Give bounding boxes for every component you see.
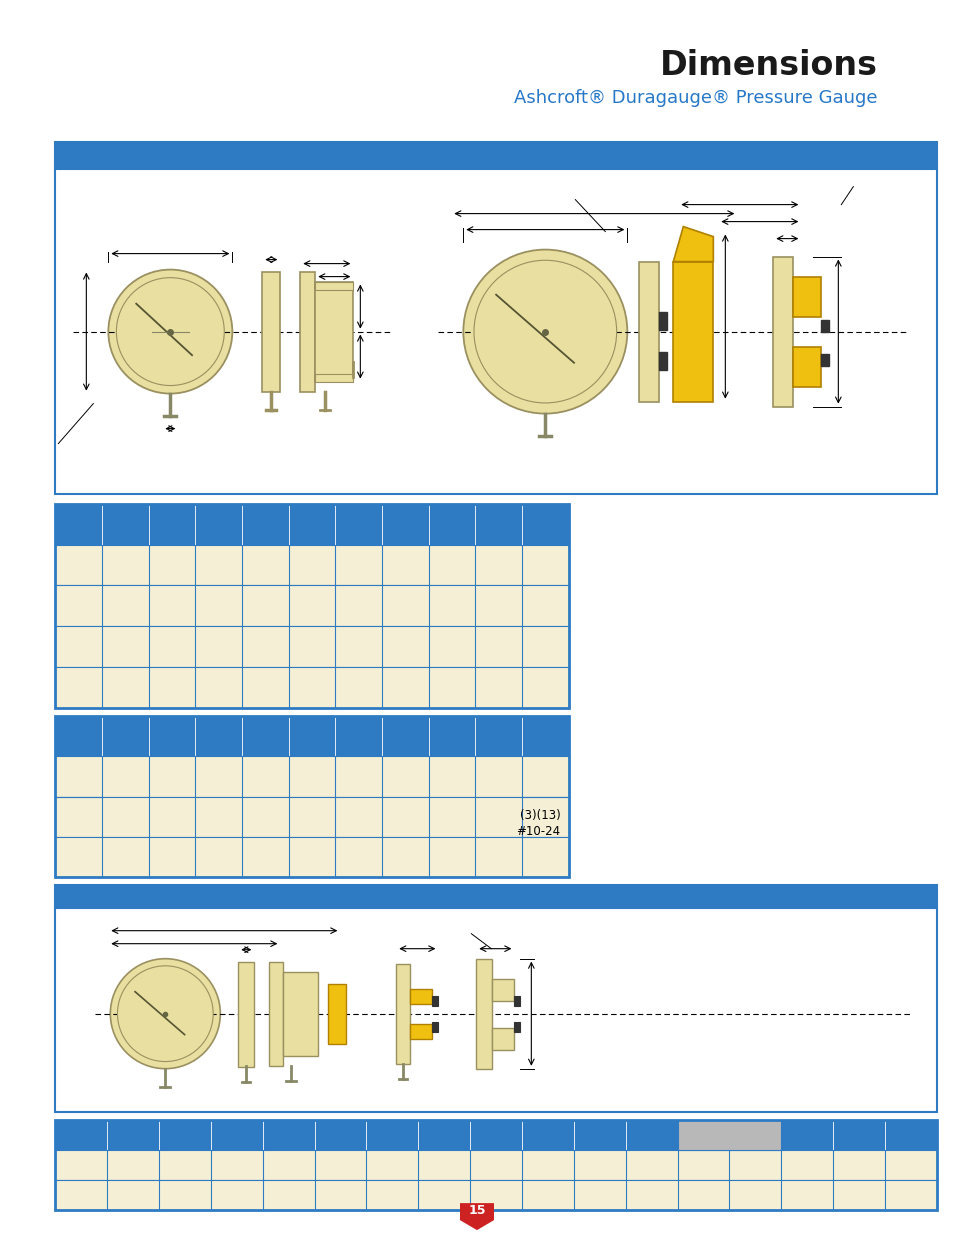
Bar (659, 352, 667, 369)
Bar (55, 716, 568, 756)
Bar (514, 1021, 519, 1031)
Bar (55, 169, 936, 494)
Bar (315, 374, 353, 382)
Bar (432, 1021, 437, 1031)
Bar (476, 958, 492, 1068)
Bar (55, 908, 936, 1112)
Bar (55, 1150, 936, 1181)
Bar (315, 282, 353, 289)
Circle shape (116, 278, 224, 385)
Bar (395, 963, 410, 1063)
Text: (3)(13): (3)(13) (519, 809, 560, 821)
Bar (410, 1024, 432, 1039)
Bar (238, 962, 254, 1067)
Bar (677, 1120, 781, 1150)
Circle shape (111, 958, 220, 1068)
Bar (269, 962, 283, 1066)
Bar (315, 282, 353, 382)
Circle shape (474, 261, 616, 403)
Bar (793, 277, 821, 316)
Bar (55, 756, 568, 797)
Bar (55, 585, 568, 626)
Bar (55, 545, 568, 585)
Text: 15: 15 (468, 1204, 485, 1216)
Bar (328, 984, 346, 1044)
Bar (55, 716, 568, 877)
Bar (55, 1181, 936, 1210)
Polygon shape (459, 1203, 494, 1230)
Bar (262, 272, 280, 391)
Text: Ashcroft® Duragauge® Pressure Gauge: Ashcroft® Duragauge® Pressure Gauge (514, 89, 877, 107)
Circle shape (463, 249, 627, 414)
Bar (432, 995, 437, 1005)
Bar (492, 978, 514, 1000)
Bar (55, 797, 568, 836)
Bar (55, 142, 936, 169)
Bar (55, 1120, 936, 1210)
Bar (55, 836, 568, 877)
Circle shape (117, 966, 213, 1062)
Bar (673, 262, 713, 401)
Bar (55, 626, 568, 667)
Polygon shape (673, 226, 713, 262)
Bar (793, 347, 821, 387)
Bar (821, 320, 828, 331)
Bar (821, 353, 828, 366)
Bar (55, 667, 568, 708)
Bar (492, 1028, 514, 1050)
Circle shape (109, 269, 233, 394)
Bar (283, 972, 318, 1056)
Bar (514, 995, 519, 1005)
Bar (410, 989, 432, 1004)
Bar (55, 885, 936, 908)
Bar (300, 272, 315, 391)
Text: #10-24: #10-24 (516, 825, 560, 837)
Bar (55, 504, 568, 545)
Bar (639, 262, 659, 401)
Bar (55, 504, 568, 708)
Bar (773, 257, 793, 406)
Text: Dimensions: Dimensions (659, 49, 877, 83)
Bar (659, 311, 667, 330)
Bar (55, 1120, 936, 1150)
